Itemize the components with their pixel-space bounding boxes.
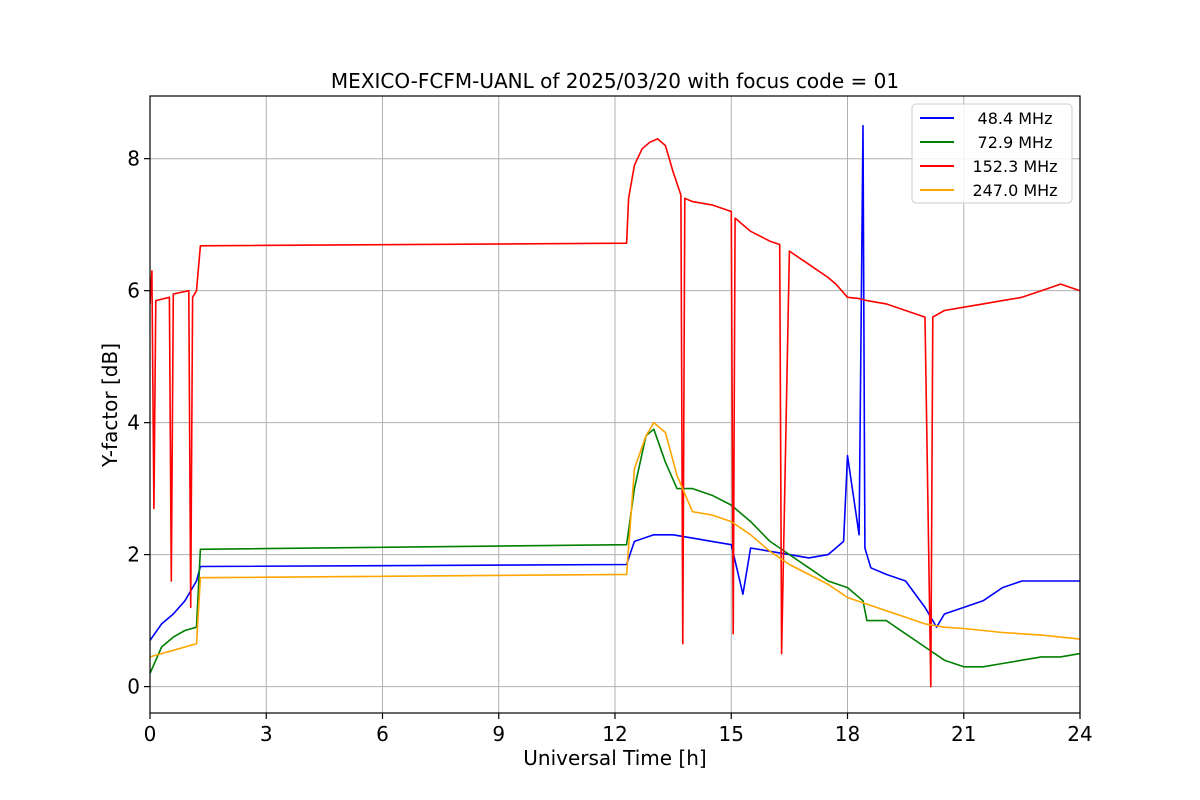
- legend-label-4: 247.0 MHz: [972, 181, 1057, 200]
- y-tick-label: 2: [127, 543, 140, 567]
- y-tick-label: 4: [127, 411, 140, 435]
- series-line-3: [150, 138, 1080, 688]
- series-layer: [150, 124, 1080, 688]
- x-tick-label: 12: [602, 722, 627, 746]
- legend-box: [911, 103, 1073, 204]
- y-tick-label: 8: [127, 147, 140, 171]
- x-tick-label: 9: [492, 722, 505, 746]
- x-tick-label: 24: [1067, 722, 1092, 746]
- legend-label-1: 48.4 MHz: [978, 109, 1053, 128]
- x-tick-label: 18: [835, 722, 860, 746]
- legend-label-2: 72.9 MHz: [978, 133, 1053, 152]
- x-tick-label: 21: [951, 722, 976, 746]
- legend-label-3: 152.3 MHz: [972, 157, 1057, 176]
- x-tick-label: 15: [719, 722, 744, 746]
- legend: 48.4 MHz 72.9 MHz 152.3 MHz 247.0 MHz: [911, 103, 1073, 204]
- series-line-2: [150, 428, 1080, 674]
- y-tick-label: 6: [127, 279, 140, 303]
- y-tick-label: 0: [127, 675, 140, 699]
- x-tick-label: 3: [260, 722, 273, 746]
- x-axis-label: Universal Time [h]: [523, 746, 706, 770]
- chart-title: MEXICO-FCFM-UANL of 2025/03/20 with focu…: [331, 69, 899, 93]
- x-tick-label: 0: [144, 722, 157, 746]
- y-axis-label: Y-factor [dB]: [98, 343, 122, 468]
- x-tick-label: 6: [376, 722, 389, 746]
- series-line-4: [150, 421, 1080, 658]
